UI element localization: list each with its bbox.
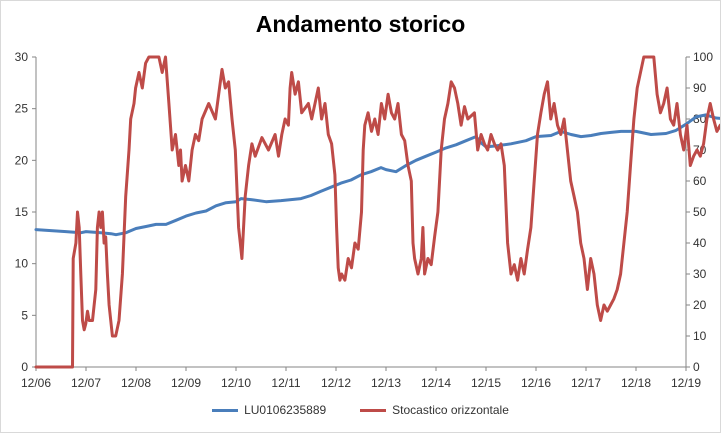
y-right-tick-label: 10 [693,329,707,343]
legend-item-series-1: LU0106235889 [212,403,326,417]
y-right-tick-label: 90 [693,81,707,95]
x-tick-label: 12/07 [71,376,101,390]
x-tick-label: 12/16 [521,376,551,390]
y-right-tick-label: 100 [693,50,713,64]
y-right-tick-label: 30 [693,267,707,281]
y-left-tick-label: 0 [21,360,28,374]
x-tick-label: 12/19 [671,376,701,390]
y-left-tick-label: 10 [15,257,29,271]
y-left-tick-label: 30 [15,50,29,64]
x-tick-label: 12/08 [121,376,151,390]
x-tick-label: 12/15 [471,376,501,390]
x-tick-label: 12/09 [171,376,201,390]
x-tick-label: 12/06 [21,376,51,390]
legend-label-series-2: Stocastico orizzontale [392,403,509,417]
x-tick-label: 12/11 [271,376,300,390]
legend-label-series-1: LU0106235889 [244,403,327,417]
x-tick-label: 12/18 [621,376,651,390]
legend-swatch-series-1 [212,408,239,412]
y-right-tick-label: 0 [693,360,700,374]
legend-item-series-2: Stocastico orizzontale [360,403,509,417]
y-left-tick-label: 25 [15,102,29,116]
chart-legend: LU0106235889 Stocastico orizzontale [1,403,720,417]
y-left-tick-label: 15 [15,205,29,219]
x-tick-label: 12/10 [221,376,251,390]
y-left-tick-label: 5 [21,308,28,322]
series-line-2 [34,55,720,369]
y-right-tick-label: 60 [693,174,707,188]
y-left-tick-label: 20 [15,153,29,167]
x-tick-label: 12/17 [571,376,601,390]
series-line-1 [34,113,720,237]
y-right-tick-label: 50 [693,205,707,219]
y-right-tick-label: 40 [693,236,707,250]
x-tick-label: 12/13 [371,376,401,390]
legend-swatch-series-2 [360,408,387,412]
chart-title: Andamento storico [255,11,466,37]
x-tick-label: 12/14 [421,376,451,390]
y-right-tick-label: 20 [693,298,707,312]
x-tick-label: 12/12 [321,376,351,390]
